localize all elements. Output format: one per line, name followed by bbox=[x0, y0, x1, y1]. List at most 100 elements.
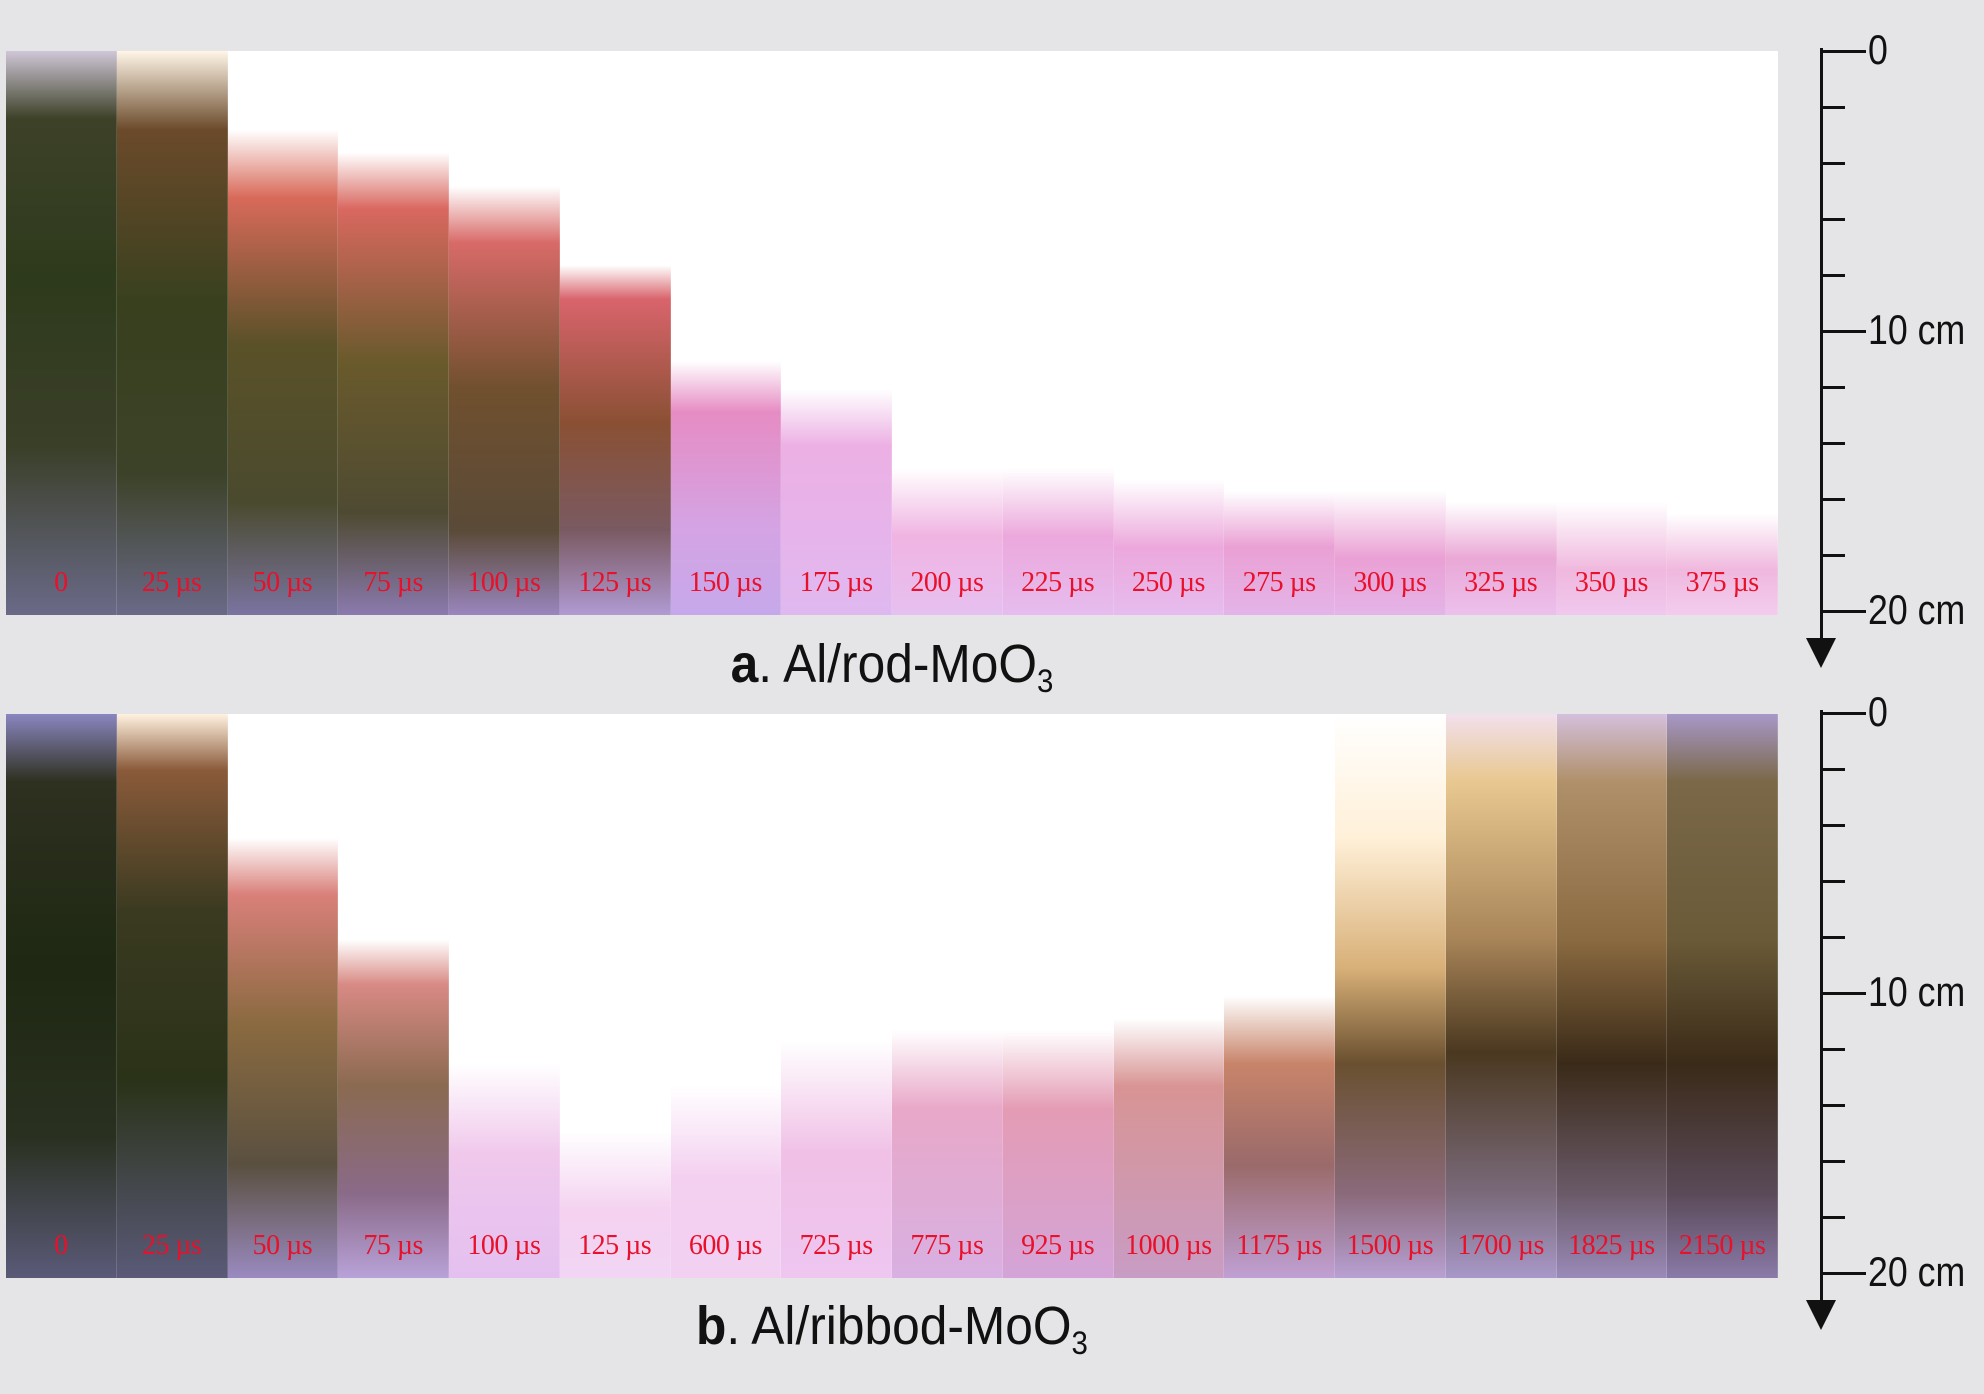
frame-time-label: 175 µs bbox=[799, 567, 874, 598]
video-frame: 125 µs bbox=[559, 51, 671, 615]
scale-tick bbox=[1820, 330, 1866, 333]
frame-time-label: 75 µs bbox=[363, 1230, 423, 1261]
scale-tick bbox=[1820, 1216, 1845, 1219]
video-frame: 600 µs bbox=[670, 714, 782, 1278]
scale-tick bbox=[1820, 218, 1845, 221]
video-frame: 350 µs bbox=[1556, 51, 1668, 615]
scale-tick bbox=[1820, 498, 1845, 501]
frame-time-label: 725 µs bbox=[799, 1230, 874, 1261]
scale-tick bbox=[1820, 768, 1845, 771]
frame-time-label: 200 µs bbox=[910, 567, 984, 598]
frame-time-label: 775 µs bbox=[910, 1230, 984, 1261]
video-frame: 100 µs bbox=[449, 51, 560, 615]
scale-axis-line bbox=[1820, 710, 1823, 1304]
frame-time-label: 1000 µs bbox=[1125, 1230, 1212, 1261]
video-frame: 725 µs bbox=[781, 714, 892, 1278]
video-frame: 50 µs bbox=[227, 51, 339, 615]
panel-a-image-strip: 0 25 µs 50 µs 75 µs 100 µs 125 µs 150 µs 175 µs… bbox=[6, 51, 1778, 615]
frame-time-label: 1500 µs bbox=[1346, 1230, 1434, 1261]
frame-time-label: 1700 µs bbox=[1457, 1230, 1544, 1261]
frame-time-label: 2150 µs bbox=[1678, 1230, 1766, 1261]
scale-tick bbox=[1820, 554, 1845, 557]
video-frame: 375 µs bbox=[1667, 51, 1778, 615]
video-frame: 0 bbox=[6, 51, 117, 615]
frame-time-label: 250 µs bbox=[1131, 567, 1206, 598]
frame-time-label: 75 µs bbox=[363, 567, 423, 598]
frame-time-label: 925 µs bbox=[1021, 1230, 1095, 1261]
frame-time-label: 50 µs bbox=[252, 1230, 313, 1261]
video-frame: 1700 µs bbox=[1445, 714, 1557, 1278]
frame-time-label: 100 µs bbox=[467, 1230, 541, 1261]
video-frame: 1175 µs bbox=[1224, 714, 1335, 1278]
down-arrow-icon bbox=[1806, 638, 1836, 668]
video-frame: 1825 µs bbox=[1556, 714, 1668, 1278]
video-frame: 250 µs bbox=[1113, 51, 1225, 615]
video-frame: 1500 µs bbox=[1335, 714, 1446, 1278]
scale-label-bottom: 20 cm bbox=[1868, 1248, 1966, 1295]
scale-tick bbox=[1820, 1160, 1845, 1163]
frame-time-label: 100 µs bbox=[467, 567, 541, 598]
frame-time-label: 375 µs bbox=[1685, 567, 1760, 598]
scale-tick bbox=[1820, 274, 1845, 277]
scale-label-bottom: 20 cm bbox=[1868, 586, 1966, 633]
frame-time-label: 125 µs bbox=[578, 1230, 652, 1261]
video-frame: 300 µs bbox=[1335, 51, 1446, 615]
scale-bar-a: 0 10 cm 20 cm bbox=[1806, 26, 1980, 680]
panel-b-image-strip: 0 25 µs 50 µs 75 µs 100 µs 125 µs 600 µs 725 µs… bbox=[6, 714, 1778, 1278]
video-frame: 25 µs bbox=[116, 51, 228, 615]
frame-time-label: 600 µs bbox=[688, 1230, 763, 1261]
video-frame: 125 µs bbox=[559, 714, 671, 1278]
scale-tick bbox=[1820, 880, 1845, 883]
panel-a-caption: a. Al/rod-MoO3 bbox=[730, 634, 1054, 699]
video-frame: 225 µs bbox=[1002, 51, 1114, 615]
frame-time-label: 125 µs bbox=[578, 567, 652, 598]
scale-label-mid: 10 cm bbox=[1868, 306, 1966, 353]
scale-tick bbox=[1820, 992, 1866, 995]
frame-time-label: 275 µs bbox=[1242, 567, 1317, 598]
video-frame: 150 µs bbox=[670, 51, 782, 615]
scale-label-top: 0 bbox=[1868, 688, 1888, 735]
scale-tick bbox=[1820, 936, 1845, 939]
frame-time-label: 25 µs bbox=[141, 567, 202, 598]
frame-time-label: 0 bbox=[54, 567, 68, 598]
scale-tick bbox=[1820, 1104, 1845, 1107]
frame-time-label: 1175 µs bbox=[1236, 1230, 1322, 1261]
scale-label-mid: 10 cm bbox=[1868, 968, 1966, 1015]
scale-tick bbox=[1820, 442, 1845, 445]
scale-bar-b: 0 10 cm 20 cm bbox=[1806, 688, 1980, 1342]
video-frame: 100 µs bbox=[449, 714, 560, 1278]
frame-time-label: 150 µs bbox=[688, 567, 763, 598]
video-frame: 200 µs bbox=[892, 51, 1003, 615]
video-frame: 925 µs bbox=[1002, 714, 1114, 1278]
video-frame: 175 µs bbox=[781, 51, 892, 615]
scale-tick bbox=[1820, 106, 1845, 109]
frame-time-label: 350 µs bbox=[1574, 567, 1649, 598]
video-frame: 325 µs bbox=[1445, 51, 1557, 615]
frame-time-label: 0 bbox=[54, 1230, 68, 1261]
video-frame: 0 bbox=[6, 714, 117, 1278]
scale-tick bbox=[1820, 712, 1866, 715]
frame-time-label: 50 µs bbox=[252, 567, 313, 598]
scale-tick bbox=[1820, 610, 1866, 613]
frame-time-label: 225 µs bbox=[1021, 567, 1095, 598]
video-frame: 775 µs bbox=[892, 714, 1003, 1278]
scale-tick bbox=[1820, 1048, 1845, 1051]
scale-tick bbox=[1820, 162, 1845, 165]
scale-tick bbox=[1820, 1272, 1866, 1275]
down-arrow-icon bbox=[1806, 1300, 1836, 1330]
video-frame: 2150 µs bbox=[1667, 714, 1778, 1278]
scale-label-top: 0 bbox=[1868, 26, 1888, 73]
video-frame: 1000 µs bbox=[1113, 714, 1225, 1278]
frame-time-label: 325 µs bbox=[1464, 567, 1538, 598]
frame-time-label: 25 µs bbox=[141, 1230, 202, 1261]
scale-tick bbox=[1820, 824, 1845, 827]
video-frame: 25 µs bbox=[116, 714, 228, 1278]
scale-tick bbox=[1820, 50, 1866, 53]
scale-axis-line bbox=[1820, 48, 1823, 642]
frame-time-label: 1825 µs bbox=[1568, 1230, 1655, 1261]
frame-time-label: 300 µs bbox=[1353, 567, 1427, 598]
video-frame: 50 µs bbox=[227, 714, 339, 1278]
video-frame: 75 µs bbox=[338, 51, 449, 615]
scale-tick bbox=[1820, 386, 1845, 389]
video-frame: 275 µs bbox=[1224, 51, 1335, 615]
